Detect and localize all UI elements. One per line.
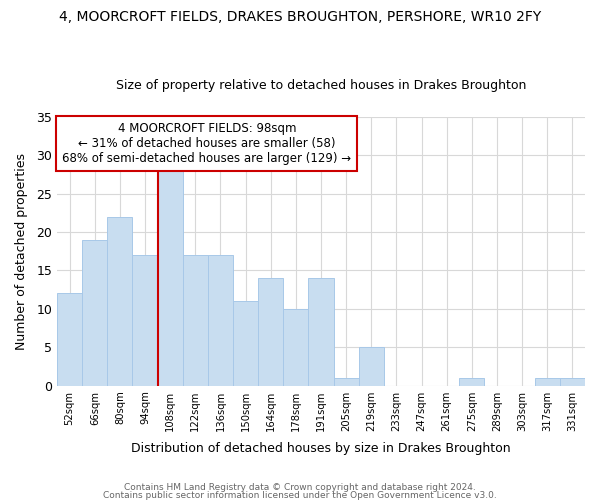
Bar (107, 216, 133, 386)
Bar (133, 255, 158, 386)
Bar (233, 301, 258, 386)
Y-axis label: Number of detached properties: Number of detached properties (15, 152, 28, 350)
Text: 4, MOORCROFT FIELDS, DRAKES BROUGHTON, PERSHORE, WR10 2FY: 4, MOORCROFT FIELDS, DRAKES BROUGHTON, P… (59, 10, 541, 24)
X-axis label: Distribution of detached houses by size in Drakes Broughton: Distribution of detached houses by size … (131, 442, 511, 455)
Bar (560, 378, 585, 386)
Title: Size of property relative to detached houses in Drakes Broughton: Size of property relative to detached ho… (116, 79, 526, 92)
Bar (334, 378, 359, 386)
Bar (258, 278, 283, 386)
Bar (57, 294, 82, 386)
Bar (183, 255, 208, 386)
Text: 4 MOORCROFT FIELDS: 98sqm
← 31% of detached houses are smaller (58)
68% of semi-: 4 MOORCROFT FIELDS: 98sqm ← 31% of detac… (62, 122, 352, 165)
Bar (158, 163, 183, 386)
Bar (208, 255, 233, 386)
Text: Contains HM Land Registry data © Crown copyright and database right 2024.: Contains HM Land Registry data © Crown c… (124, 484, 476, 492)
Bar (460, 378, 484, 386)
Bar (308, 278, 334, 386)
Text: Contains public sector information licensed under the Open Government Licence v3: Contains public sector information licen… (103, 490, 497, 500)
Bar (82, 240, 107, 386)
Bar (535, 378, 560, 386)
Bar (283, 309, 308, 386)
Bar (359, 347, 384, 386)
